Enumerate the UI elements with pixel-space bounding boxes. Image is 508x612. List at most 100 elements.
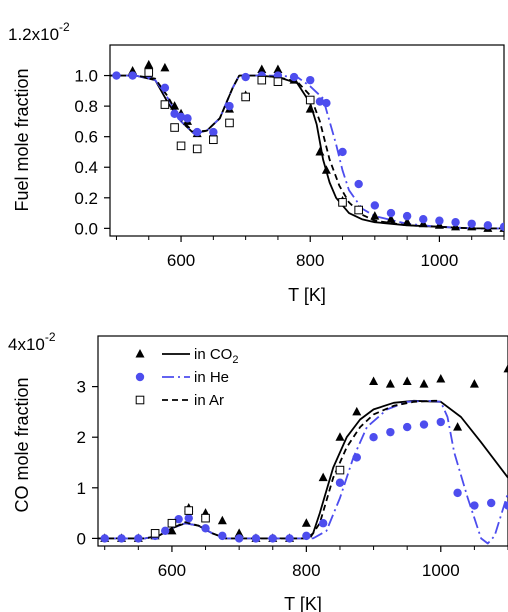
y-tick-label: 2 — [77, 428, 86, 447]
data-point-in-he-exp- — [117, 534, 125, 542]
data-point-in-he-exp- — [134, 534, 142, 542]
data-point-in-ar-exp- — [306, 96, 314, 104]
data-point-in-ar-exp- — [202, 514, 210, 522]
y-scale-label: 1.2x10-2 — [8, 20, 70, 44]
data-point-in-ar-exp- — [161, 101, 169, 109]
data-point-in-he-exp- — [420, 420, 428, 428]
data-point-in-he-exp- — [354, 180, 362, 188]
data-point-in-co2-exp- — [453, 422, 462, 431]
series-line-in-he-model- — [98, 401, 508, 544]
data-point-in-he-exp- — [252, 534, 260, 542]
data-point-in-ar-exp- — [274, 78, 282, 86]
data-point-in-co2-exp- — [386, 379, 395, 388]
y-tick-label: 0.4 — [74, 158, 98, 177]
series-line-in-ar-model- — [98, 401, 441, 539]
data-point-in-he-exp- — [500, 223, 508, 231]
data-point-in-ar-exp- — [226, 119, 234, 127]
data-point-in-ar-exp- — [168, 519, 176, 527]
data-point-in-co2-exp- — [470, 379, 479, 388]
data-point-in-he-exp- — [161, 527, 169, 535]
legend-label: in Ar — [194, 392, 224, 409]
data-point-in-he-exp- — [322, 99, 330, 107]
data-point-in-co2-exp- — [218, 516, 227, 525]
data-point-in-he-exp- — [403, 212, 411, 220]
chart-panel-2: 600 800 1000 0 1 2 3 4x10-2 T [K] CO mole fractio… — [8, 330, 508, 612]
data-point-in-he-exp- — [183, 114, 191, 122]
y-tick-label: 0.6 — [74, 128, 98, 147]
y-tick-label: 1.0 — [74, 67, 98, 86]
data-point-in-he-exp- — [112, 71, 120, 79]
y-tick-label: 0.8 — [74, 97, 98, 116]
data-point-in-ar-exp- — [193, 145, 201, 153]
data-point-in-co2-exp- — [504, 364, 508, 373]
data-point-in-he-exp- — [403, 423, 411, 431]
legend-label: in He — [194, 369, 229, 386]
x-tick-label: 600 — [167, 251, 195, 270]
legend: in CO2 in He in Ar — [136, 346, 239, 409]
data-point-in-ar-exp- — [145, 69, 153, 77]
y-scale-exponent: -2 — [59, 20, 70, 34]
data-point-in-co2-exp- — [160, 63, 169, 72]
data-point-in-he-exp- — [235, 534, 243, 542]
y-tick-label: 0.2 — [74, 189, 98, 208]
data-point-in-he-exp- — [437, 418, 445, 426]
data-point-in-he-exp- — [484, 221, 492, 229]
legend-marker-circle — [136, 373, 144, 381]
x-axis-title: T [K] — [284, 594, 322, 612]
data-point-in-he-exp- — [338, 148, 346, 156]
data-point-in-ar-exp- — [185, 507, 193, 515]
data-point-in-he-exp- — [285, 534, 293, 542]
data-point-in-he-exp- — [161, 84, 169, 92]
data-point-in-co2-exp- — [370, 211, 379, 220]
data-point-in-co2-exp- — [335, 432, 344, 441]
data-point-in-co2-exp- — [319, 473, 328, 482]
data-point-in-he-exp- — [353, 453, 361, 461]
y-tick-label: 3 — [77, 378, 86, 397]
y-tick-label: 0.0 — [74, 219, 98, 238]
data-point-in-he-exp- — [386, 428, 394, 436]
data-point-in-he-exp- — [451, 218, 459, 226]
data-point-in-he-exp- — [302, 532, 310, 540]
legend-marker-triangle — [136, 349, 145, 358]
data-point-in-co2-exp- — [322, 165, 331, 174]
data-point-in-he-exp- — [487, 499, 495, 507]
data-point-in-co2-exp- — [315, 147, 324, 156]
y-scale-exponent: -2 — [45, 330, 56, 344]
data-point-in-he-exp- — [209, 128, 217, 136]
data-point-in-ar-exp- — [210, 136, 218, 144]
data-point-in-he-exp- — [371, 201, 379, 209]
data-point-in-he-exp- — [369, 433, 377, 441]
data-point-in-ar-exp- — [177, 142, 185, 150]
data-point-in-he-exp- — [241, 73, 249, 81]
data-point-in-he-exp- — [306, 76, 314, 84]
data-point-in-ar-exp- — [336, 466, 344, 474]
data-point-in-he-exp- — [453, 489, 461, 497]
data-point-in-co2-exp- — [403, 377, 412, 386]
plot-area — [98, 364, 508, 544]
series-line-in-co2-model- — [98, 401, 508, 539]
data-point-in-he-exp- — [319, 519, 327, 527]
data-point-in-ar-exp- — [355, 206, 363, 214]
y-scale-label: 4x10-2 — [8, 330, 56, 354]
data-point-in-co2-exp- — [436, 374, 445, 383]
y-tick-label: 1 — [77, 479, 86, 498]
data-point-in-he-exp- — [387, 209, 395, 217]
x-tick-label: 800 — [292, 561, 320, 580]
x-tick-label: 1000 — [422, 561, 460, 580]
y-axis-title: CO mole fraction — [12, 377, 32, 512]
data-point-in-he-exp- — [435, 217, 443, 225]
plot-frame — [98, 336, 508, 546]
x-tick-label: 800 — [296, 251, 324, 270]
data-point-in-co2-exp- — [419, 379, 428, 388]
y-tick-label: 0 — [77, 529, 86, 548]
data-point-in-ar-exp- — [171, 124, 179, 132]
legend-label-subscript: 2 — [232, 354, 238, 366]
data-point-in-he-exp- — [419, 215, 427, 223]
chart-panel-1: 600 800 1000 0.0 0.2 0.4 0.6 0.8 1.0 1.2x10-2 T [K… — [8, 20, 508, 305]
data-point-in-he-exp- — [185, 514, 193, 522]
y-axis-title: Fuel mole fraction — [12, 68, 32, 211]
data-point-in-ar-exp- — [151, 530, 159, 538]
data-point-in-ar-exp- — [242, 93, 250, 101]
data-point-in-he-exp- — [290, 73, 298, 81]
x-tick-label: 600 — [158, 561, 186, 580]
